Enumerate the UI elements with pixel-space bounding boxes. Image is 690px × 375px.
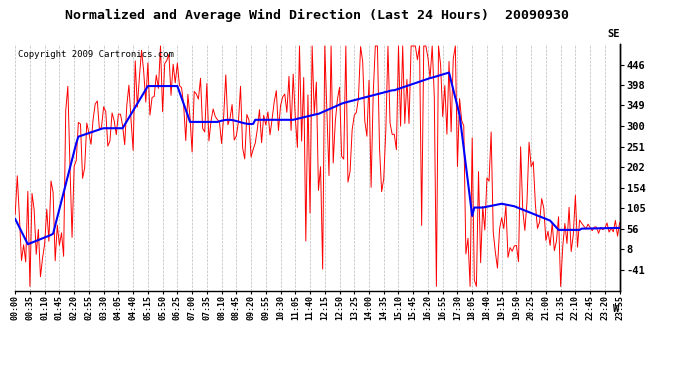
- Text: W: W: [613, 304, 620, 314]
- Text: SE: SE: [607, 29, 620, 39]
- Text: Copyright 2009 Cartronics.com: Copyright 2009 Cartronics.com: [18, 50, 174, 59]
- Text: Normalized and Average Wind Direction (Last 24 Hours)  20090930: Normalized and Average Wind Direction (L…: [66, 9, 569, 22]
